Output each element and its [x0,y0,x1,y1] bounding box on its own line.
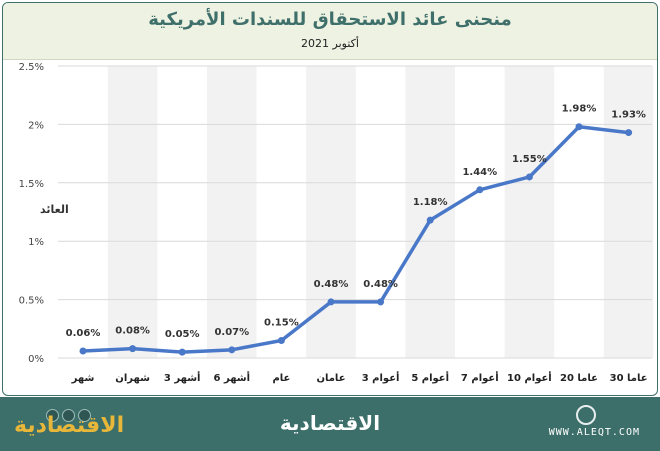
data-label: 0.07% [214,327,249,338]
x-tick-label: 7 أعوام [461,371,499,384]
column-band [207,66,257,358]
data-point [327,298,335,306]
data-label: 1.18% [413,197,448,208]
x-tick-label: شهر [71,373,95,384]
x-tick-label: 6 أشهر [214,371,251,384]
x-tick-label: 3 أعوام [362,371,400,384]
data-point [476,186,484,194]
data-label: 0.48% [363,279,398,290]
twitter-icon [62,409,75,422]
y-tick-label: 0.5% [19,296,44,307]
site-url: WWW.ALEQT.COM [548,427,640,438]
data-point [575,123,583,131]
x-tick-label: 5 أعوام [411,371,449,384]
brand-logo-left: الاقتصادية [14,413,125,438]
data-label: 1.93% [611,110,646,121]
yield-curve-chart: 0% 0.5% 1% 1.5% 2% 2.5% العائد شهر شهران 3 أشهر 6 … [19,62,654,384]
column-band [306,66,356,358]
data-label: 0.48% [314,279,349,290]
data-point [525,173,533,181]
footer-bar: الاقتصادية الاقتصادية WWW.ALEQT.COM [0,397,660,451]
y-axis-label: العائد [40,203,69,216]
y-tick-label: 1.5% [19,179,44,190]
site-badge-icon [576,405,596,425]
data-point [129,345,137,353]
x-tick-label: عامان [316,373,345,384]
column-band [603,66,654,358]
data-label: 0.06% [66,328,101,339]
x-tick-label: 10 أعوام [507,371,552,384]
data-label: 1.98% [562,104,597,115]
social-icons [46,409,91,422]
y-tick-label: 2.5% [19,62,44,73]
data-point [228,346,236,354]
data-point [79,347,87,355]
x-tick-label: 30 عاما [610,373,648,384]
column-band [405,66,455,358]
series-line [81,124,631,354]
facebook-icon [78,409,91,422]
chart-subtitle: أكتوبر 2021 [301,37,359,50]
y-tick-label: 0% [28,354,44,365]
y-tick-label: 2% [28,120,44,131]
x-tick-label: عام [272,373,290,384]
chart-title: منحنى عائد الاستحقاق للسندات الأمريكية [148,9,512,30]
data-label: 1.44% [462,167,497,178]
instagram-icon [46,409,59,422]
column-band [504,66,555,358]
data-point [277,336,285,344]
x-tick-label: شهران [115,373,150,384]
brand-logo-center: الاقتصادية [279,411,381,435]
chart-header: منحنى عائد الاستحقاق للسندات الأمريكية أ… [3,3,657,60]
data-label: 0.15% [264,317,299,328]
data-point [178,348,186,356]
column-band [107,66,158,358]
x-tick-label: 3 أشهر [164,371,201,384]
data-label: 0.08% [115,326,150,337]
data-label: 1.55% [512,154,547,165]
data-point [377,298,385,306]
y-tick-label: 1% [28,237,44,248]
x-tick-label: 20 عاما [560,373,598,384]
data-label: 0.05% [165,329,200,340]
data-point [426,216,434,224]
data-point [625,129,633,137]
